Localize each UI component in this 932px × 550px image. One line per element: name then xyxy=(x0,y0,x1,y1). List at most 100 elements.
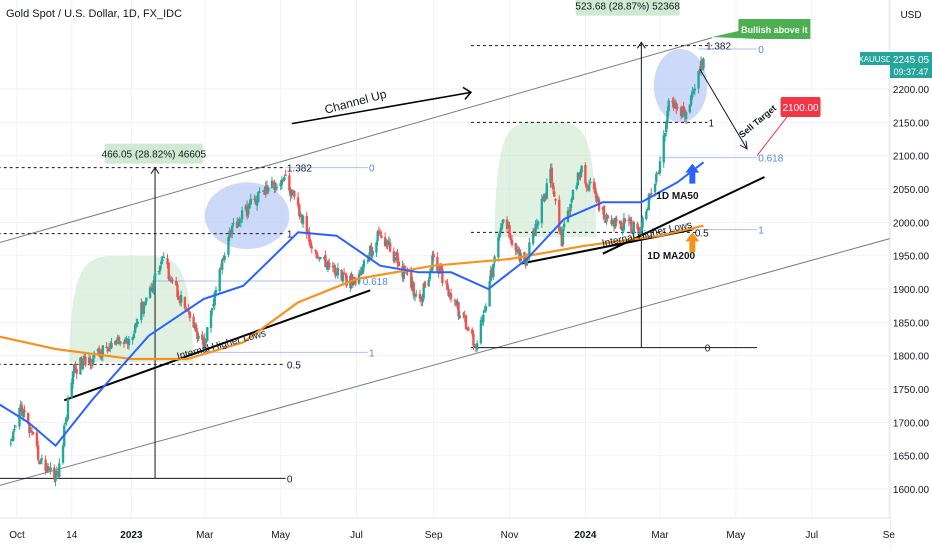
candle-body xyxy=(497,237,500,258)
price-tick-label: 2050.00 xyxy=(893,185,930,196)
candle-body xyxy=(499,227,503,232)
time-tick-label: Mar xyxy=(196,530,214,541)
candle-body xyxy=(96,349,100,352)
candle-body xyxy=(561,228,565,245)
candle-body xyxy=(101,345,105,357)
candle-body xyxy=(601,207,604,210)
price-tick-label: 1600.00 xyxy=(893,485,930,496)
candle-body xyxy=(436,257,439,272)
fib-level-label: 1 xyxy=(758,226,764,237)
candle-body xyxy=(141,301,144,313)
candle-body xyxy=(91,358,95,364)
candle-body xyxy=(168,279,172,281)
candle-body xyxy=(395,252,398,256)
candle-body xyxy=(403,266,407,271)
time-tick-label: Jul xyxy=(805,530,818,541)
candle-body xyxy=(606,215,609,219)
candle-body xyxy=(490,268,494,277)
fib-level-label: 0 xyxy=(758,45,764,56)
symbol-badge-label: XAUUSD xyxy=(858,55,892,64)
target-badge xyxy=(780,97,821,117)
price-tick-label: 1750.00 xyxy=(893,385,930,396)
candle-body xyxy=(386,242,389,245)
candle-body xyxy=(579,171,582,178)
candle-body xyxy=(53,467,56,480)
candle-body xyxy=(56,472,60,477)
candle-body xyxy=(531,230,535,244)
candle-body xyxy=(219,267,223,269)
candle-body xyxy=(467,328,470,331)
candle-body xyxy=(540,198,544,224)
candle-body xyxy=(92,352,96,359)
candle-body xyxy=(39,460,42,464)
candle-body xyxy=(325,267,328,269)
candle-body xyxy=(87,357,91,363)
fib-level-label: 0 xyxy=(369,164,375,175)
candle-body xyxy=(239,221,243,223)
candle-body xyxy=(240,210,244,220)
price-tick-label: 1700.00 xyxy=(893,418,930,429)
price-scale-bg xyxy=(890,0,932,550)
candle-body xyxy=(577,174,581,180)
candle-body xyxy=(393,257,397,261)
candle-body xyxy=(267,187,270,192)
candle-body xyxy=(605,214,608,222)
candle-body xyxy=(688,104,692,113)
candle-body xyxy=(247,208,250,215)
candle-body xyxy=(322,256,326,259)
candle-body xyxy=(110,342,113,349)
candle-body xyxy=(13,428,16,431)
fib-level-label: 0.5 xyxy=(287,360,301,371)
candle-body xyxy=(124,338,127,343)
candle-body xyxy=(488,281,491,307)
candle-body xyxy=(196,331,199,340)
time-tick-label: Sep xyxy=(425,530,443,541)
candle-body xyxy=(299,213,302,217)
candle-body xyxy=(637,227,641,232)
candle-body xyxy=(36,445,40,460)
candle-body xyxy=(194,324,198,332)
candle-body xyxy=(170,281,173,283)
target-badge-label: 2100.00 xyxy=(782,103,819,114)
candle-body xyxy=(245,205,249,217)
candle-body xyxy=(255,200,259,206)
candle-body xyxy=(177,295,180,300)
candle-body xyxy=(640,226,643,235)
candle-body xyxy=(406,271,409,273)
candle-body xyxy=(615,219,618,222)
candle-body xyxy=(326,261,330,270)
candle-body xyxy=(472,333,475,346)
candle-body xyxy=(158,266,162,272)
candle-body xyxy=(377,231,381,233)
fib-level-label: 1.382 xyxy=(287,164,312,175)
candle-body xyxy=(441,268,444,284)
candle-body xyxy=(309,240,312,248)
candle-body xyxy=(683,109,687,118)
candle-body xyxy=(335,273,338,275)
candle-body xyxy=(179,295,183,303)
candle-body xyxy=(702,59,705,69)
candle-body xyxy=(482,314,485,322)
candle-body xyxy=(280,179,284,185)
candle-body xyxy=(55,470,58,473)
candle-body xyxy=(553,191,556,197)
candle-body xyxy=(421,299,424,302)
candle-body xyxy=(388,242,392,252)
candle-body xyxy=(171,279,174,282)
candle-body xyxy=(289,190,292,197)
candle-body xyxy=(418,293,422,299)
candle-body xyxy=(90,364,93,366)
currency-label[interactable]: USD xyxy=(900,10,922,21)
candle-body xyxy=(127,339,131,345)
bullish-badge-label: Bullish above it xyxy=(741,25,808,35)
candle-body xyxy=(126,340,129,345)
candle-body xyxy=(454,302,458,306)
candle-body xyxy=(310,246,313,249)
candle-body xyxy=(213,292,216,306)
candle-body xyxy=(334,267,337,276)
candle-body xyxy=(448,293,452,297)
candle-body xyxy=(244,205,248,210)
candle-body xyxy=(479,320,483,344)
candle-body xyxy=(518,251,521,261)
